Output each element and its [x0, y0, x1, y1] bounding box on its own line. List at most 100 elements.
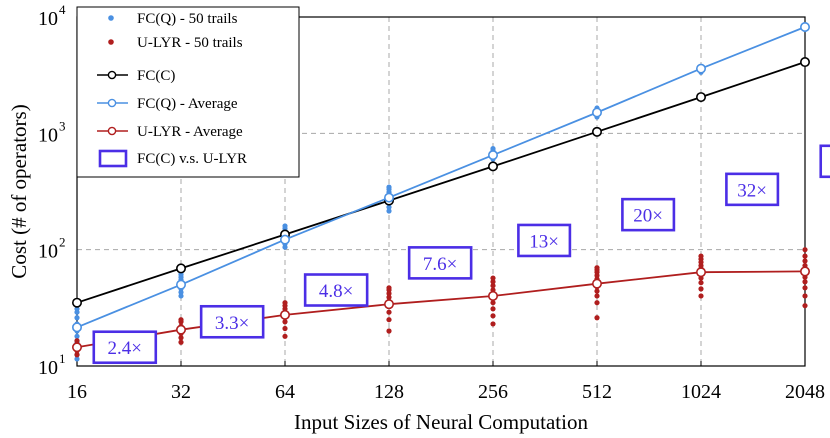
scatter-point	[594, 300, 600, 306]
legend: FC(Q) - 50 trails U-LYR - 50 trails FC(C) F…	[76, 6, 300, 178]
y-tick-label: 10 1	[38, 351, 66, 379]
scatter-point	[74, 333, 80, 339]
legend-label: FC(C)	[137, 68, 175, 84]
scatter-point	[386, 317, 392, 323]
scatter-point	[490, 279, 496, 285]
ratio-label: 32×	[737, 180, 767, 201]
series-marker	[72, 342, 83, 353]
scatter-point	[490, 321, 496, 327]
scatter-point	[282, 325, 288, 332]
ratio-box: 7.6×	[407, 246, 473, 280]
scatter-point	[386, 294, 392, 300]
y-tick-label: 10 2	[38, 235, 66, 263]
ratio-box-frame	[92, 330, 158, 365]
series-marker	[279, 309, 290, 320]
y-tick-exponent: 1	[59, 351, 66, 366]
ratio-box-frame	[407, 246, 473, 280]
series-marker	[799, 57, 810, 68]
series-marker	[591, 126, 602, 137]
series-marker	[591, 107, 602, 118]
ratio-box: 20×	[621, 197, 676, 232]
scatter-point	[386, 309, 392, 315]
series-marker	[695, 267, 706, 278]
ratio-box-frame	[621, 197, 676, 232]
y-tick-label: 10 3	[38, 118, 66, 146]
y-tick-base: 10	[38, 357, 58, 379]
series-marker	[591, 278, 602, 289]
ratio-box-frame	[199, 304, 265, 339]
legend-label: U-LYR - 50 trails	[137, 35, 243, 51]
series-marker	[487, 150, 498, 161]
series-line	[76, 270, 806, 349]
scatter-point	[802, 279, 808, 285]
ratio-box-frame	[517, 223, 572, 258]
legend-marker-icon	[107, 98, 117, 108]
scatter-point	[490, 300, 496, 306]
x-tick-label: 16	[67, 381, 87, 403]
scatter-point	[74, 352, 80, 358]
legend-label: FC(Q) - 50 trails	[137, 11, 238, 27]
y-tick-exponent: 3	[59, 118, 66, 133]
series-layer	[72, 22, 810, 362]
series-line	[76, 61, 806, 304]
series-marker	[176, 324, 187, 335]
scatter-point	[802, 303, 808, 309]
legend-entry: FC(Q) - Average	[97, 96, 238, 112]
plot-area-frame	[76, 16, 806, 367]
ratio-box-frame	[303, 273, 369, 307]
scatter-point	[490, 145, 496, 152]
series-marker	[799, 266, 810, 277]
series-marker	[72, 297, 83, 308]
y-tick-label: 10 4	[38, 2, 66, 30]
ratio-box: 32×	[725, 172, 780, 207]
series-marker	[695, 63, 706, 74]
x-tick-label: 1024	[681, 381, 721, 403]
scatter-point	[490, 306, 496, 312]
ratio-label: 7.6×	[423, 254, 457, 275]
legend-frame	[76, 6, 300, 178]
scatter-point	[490, 283, 496, 289]
line-series	[72, 266, 810, 353]
x-axis-title: Input Sizes of Neural Computation	[294, 410, 588, 434]
legend-dot-icon	[108, 15, 114, 21]
x-tick-label: 256	[478, 381, 508, 403]
series-marker	[487, 161, 498, 172]
series-marker	[176, 263, 187, 274]
legend-marker-icon	[107, 126, 117, 136]
x-tick-label: 64	[275, 381, 295, 403]
series-marker	[695, 92, 706, 103]
scatter-point	[594, 315, 600, 321]
ratio-box: 4.8×	[303, 273, 369, 307]
x-tick-label: 32	[171, 381, 191, 403]
series-marker	[487, 290, 498, 301]
legend-entry: U-LYR - Average	[97, 124, 243, 140]
legend-label: U-LYR - Average	[137, 124, 243, 140]
scatter-point	[282, 333, 288, 339]
ratio-label: 2.4×	[108, 338, 142, 359]
scatter-point	[178, 339, 184, 345]
scatter-point	[594, 288, 600, 294]
series-marker	[176, 279, 187, 290]
scatter-point	[74, 315, 80, 321]
scatter-point	[802, 293, 808, 299]
y-tick-base: 10	[38, 124, 58, 146]
scatter-point	[178, 335, 184, 341]
y-tick-exponent: 2	[59, 235, 66, 250]
ratio-box: 2.4×	[92, 330, 158, 365]
y-tick-base: 10	[38, 241, 58, 263]
scatter-point	[594, 293, 600, 299]
legend-entry: FC(C) v.s. U-LYR	[98, 149, 247, 168]
scatter-point	[698, 253, 704, 259]
legend-box-icon	[98, 149, 128, 168]
series-marker	[279, 234, 290, 245]
legend-entry: FC(Q) - 50 trails	[108, 11, 238, 27]
ratio-box-frame	[725, 172, 780, 207]
ratio-box: 64×	[819, 144, 830, 179]
scatter-point	[178, 293, 184, 299]
ratio-box: 3.3×	[199, 304, 265, 339]
scatter-point	[802, 285, 808, 291]
scatter-point	[74, 306, 80, 312]
scatter-point	[802, 258, 808, 264]
legend-label: FC(Q) - Average	[137, 96, 238, 112]
